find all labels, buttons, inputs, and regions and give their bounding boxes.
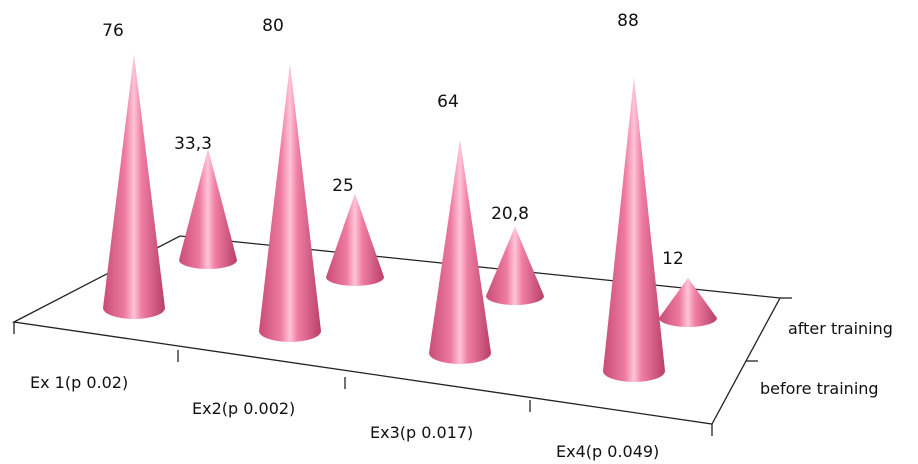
series-labels: after training before training <box>760 319 893 398</box>
cone-before-training <box>259 63 321 343</box>
data-label: 20,8 <box>491 204 529 224</box>
cone-before-training <box>603 77 665 382</box>
data-label: 80 <box>262 16 284 36</box>
data-label: 76 <box>102 21 124 41</box>
category-labels: Ex 1(p 0.02) Ex2(p 0.002) Ex3(p 0.017) E… <box>30 373 659 461</box>
cone-before-training <box>103 54 165 319</box>
data-label: 12 <box>662 249 684 269</box>
data-label: 64 <box>437 92 459 112</box>
category-label: Ex2(p 0.002) <box>192 399 295 418</box>
data-label: 33,3 <box>174 134 212 154</box>
cone-after-training <box>326 193 384 286</box>
series-label: before training <box>760 379 879 398</box>
cone-after-training <box>179 148 237 269</box>
data-label: 25 <box>332 176 354 196</box>
value-labels: 76 80 64 88 33,3 25 20,8 12 <box>102 11 684 269</box>
category-label: Ex4(p 0.049) <box>556 442 659 461</box>
series-before-training <box>103 54 665 382</box>
cone-after-training <box>659 277 717 327</box>
series-after-training <box>179 148 717 327</box>
cone-before-training <box>429 139 491 364</box>
cone-after-training <box>486 226 544 305</box>
series-label: after training <box>788 319 893 338</box>
category-label: Ex3(p 0.017) <box>370 423 473 442</box>
category-label: Ex 1(p 0.02) <box>30 373 128 392</box>
data-label: 88 <box>617 11 639 31</box>
